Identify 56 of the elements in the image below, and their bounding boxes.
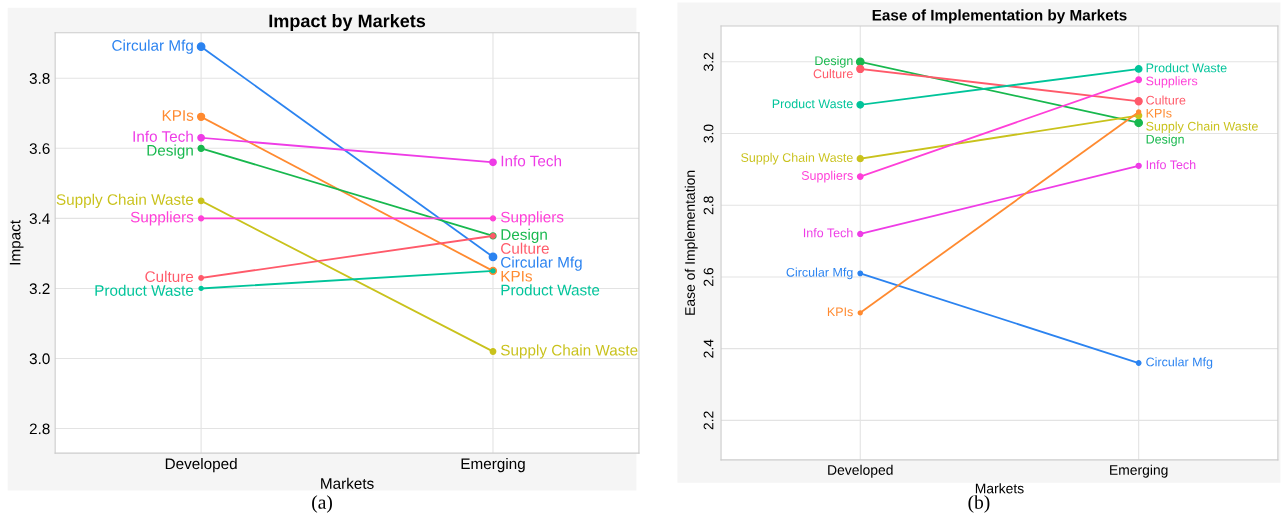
series-label: Supply Chain Waste [741,152,853,165]
series-label: Design [501,228,547,244]
text: Culture [501,242,549,254]
series-label: KPIs [827,307,853,317]
text: KPIs [501,270,532,282]
y-tick-label: 2.8 [29,423,50,435]
chart-title: Impact by Markets [269,14,426,31]
series-label: Suppliers [130,211,194,226]
text: (b) [968,495,990,513]
x-tick-label: Developed [828,464,893,478]
series-label: Info Tech [133,130,193,142]
series-label: Circular Mfg [1146,357,1213,369]
text: KPIs [1146,108,1172,118]
series-label: Circular Mfg [501,256,582,271]
text: Product Waste [501,284,600,296]
y-axis-title: Impact [9,220,24,265]
text: Design [1146,134,1184,147]
text: Circular Mfg [786,267,853,280]
text: Supply Chain Waste [500,344,638,359]
y-tick-label: 2.8 [703,196,714,215]
y-tick-label: 3.4 [29,213,50,225]
text: (a) [312,495,332,513]
text: Circular Mfg [112,39,193,54]
series-label: Suppliers [801,170,853,183]
text: Design [147,144,193,159]
text: Suppliers [500,211,564,226]
series-label: Info Tech [803,228,853,238]
series-label: Product Waste [95,284,194,296]
series-label: Supply Chain Waste [56,193,194,208]
series-label: Product Waste [772,99,853,109]
text: Suppliers [1146,76,1198,88]
series-label: KPIs [162,110,194,121]
x-tick-label: Developed [165,457,237,473]
x-axis-title: Markets [975,483,1024,494]
series-label: Culture [813,69,853,79]
y-tick-label: 2.6 [703,267,714,286]
y-tick-label: 3.2 [703,52,714,71]
x-tick-label: Emerging [1110,464,1168,478]
x-tick-label: Emerging [461,457,525,473]
chart-title: Ease of Implementation by Markets [872,9,1127,24]
x-axis-title: Markets [321,477,374,489]
y-tick-label: 2.2 [703,411,714,430]
y-tick-label: 3.0 [703,124,714,143]
text: Product Waste [1146,63,1227,73]
y-tick-label: 3.2 [29,283,50,295]
y-tick-label: 3.8 [29,73,50,84]
y-tick-label: 3.6 [29,143,50,154]
text: Supply Chain Waste [1146,121,1258,134]
text: Info Tech [501,155,562,167]
text: Culture [1146,95,1186,105]
text: Info Tech [1146,159,1196,170]
y-tick-label: 2.4 [703,339,714,358]
series-label: Culture [145,270,194,283]
series-label: Design [815,55,853,68]
y-tick-label: 3.0 [29,353,50,365]
y-axis-title: Ease of Implementation [684,170,698,315]
